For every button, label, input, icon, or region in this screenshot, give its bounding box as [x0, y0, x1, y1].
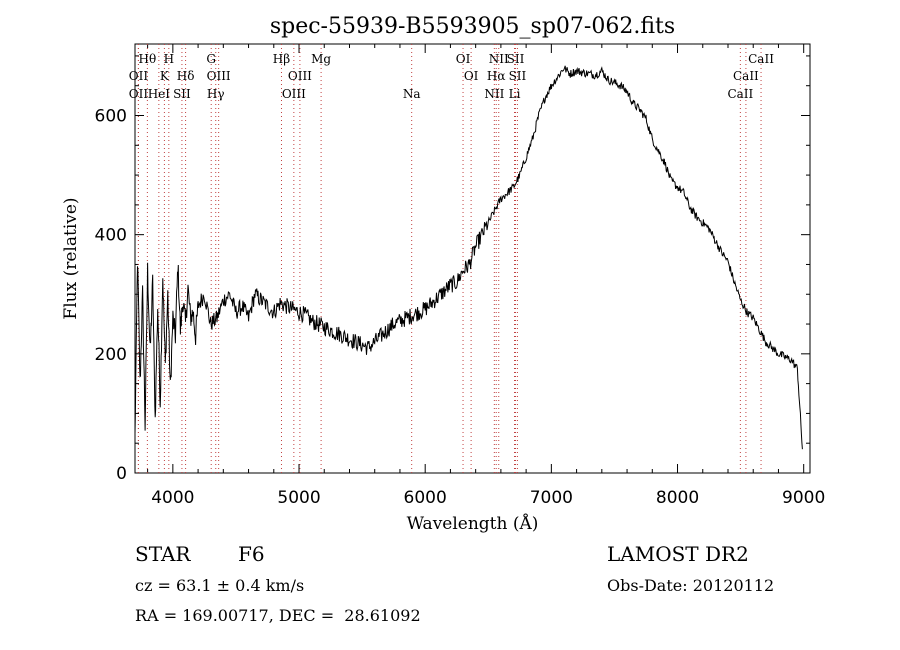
- line-marker-label: HeI: [148, 87, 171, 101]
- x-tick-label: 7000: [530, 488, 573, 508]
- obs-date: Obs-Date: 20120112: [607, 576, 775, 595]
- line-marker-label: Mg: [311, 52, 331, 66]
- chart-title: spec-55939-B5593905_sp07-062.fits: [270, 14, 675, 39]
- line-marker-label: Hγ: [207, 87, 225, 101]
- line-marker-label: K: [160, 69, 170, 83]
- spectrum-line: [134, 65, 803, 450]
- line-marker-label: OI: [464, 69, 479, 83]
- y-tick-label: 200: [95, 345, 127, 365]
- y-tick-label: 600: [95, 107, 127, 127]
- line-marker-label: OI: [456, 52, 471, 66]
- survey-name: LAMOST DR2: [607, 542, 749, 566]
- x-tick-label: 4000: [151, 488, 194, 508]
- object-subclass: F6: [238, 542, 265, 566]
- line-marker-label: OIII: [282, 87, 306, 101]
- x-tick-label: 9000: [782, 488, 825, 508]
- line-marker-label: CaII: [733, 69, 759, 83]
- line-marker-label: NII: [489, 52, 509, 66]
- line-marker-label: OIII: [288, 69, 312, 83]
- line-marker-label: Hα: [487, 69, 506, 83]
- line-marker-label: Na: [403, 87, 421, 101]
- y-tick-label: 400: [95, 226, 127, 246]
- ra-dec: RA = 169.00717, DEC = 28.61092: [135, 606, 421, 625]
- x-tick-label: 6000: [404, 488, 447, 508]
- redshift-cz: cz = 63.1 ± 0.4 km/s: [135, 576, 305, 595]
- line-marker-label: Hθ: [139, 52, 157, 66]
- line-marker-label: SII: [173, 87, 191, 101]
- plot-frame: [134, 43, 811, 474]
- line-marker-label: CaII: [727, 87, 753, 101]
- line-marker-label: G: [206, 52, 216, 66]
- x-tick-label: 5000: [277, 488, 320, 508]
- line-marker-label: NII: [484, 87, 504, 101]
- line-marker-label: OII: [129, 69, 149, 83]
- line-marker-label: Hδ: [177, 69, 195, 83]
- line-marker-label: OII: [129, 87, 149, 101]
- x-axis-label: Wavelength (Å): [407, 513, 539, 534]
- line-marker-label: OIII: [207, 69, 231, 83]
- line-marker-label: H: [164, 52, 174, 66]
- line-marker-label: SII: [509, 69, 527, 83]
- y-tick-label: 0: [116, 464, 127, 484]
- object-class: STAR: [135, 542, 191, 566]
- line-marker-label: Li: [509, 87, 521, 101]
- line-marker-label: Hβ: [273, 52, 290, 66]
- x-tick-label: 8000: [656, 488, 699, 508]
- line-marker-label: CaII: [748, 52, 774, 66]
- line-marker-label: SII: [507, 52, 525, 66]
- y-axis-label: Flux (relative): [61, 197, 81, 319]
